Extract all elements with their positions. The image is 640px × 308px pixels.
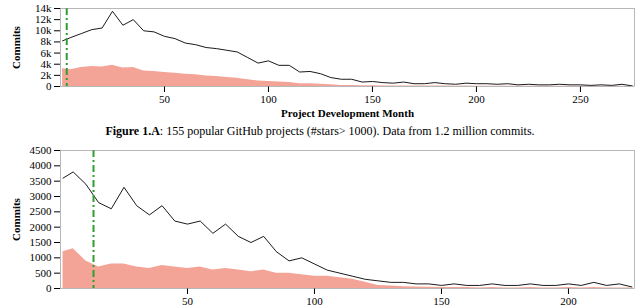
svg-text:Commits: Commits	[10, 25, 22, 68]
svg-text:10k: 10k	[35, 24, 52, 36]
svg-text:1000: 1000	[30, 251, 53, 263]
svg-text:Commits: Commits	[10, 197, 22, 240]
svg-text:150: 150	[364, 93, 381, 105]
svg-text:200: 200	[468, 93, 485, 105]
svg-text:3000: 3000	[30, 190, 53, 202]
svg-text:200: 200	[560, 295, 577, 307]
svg-text:50: 50	[159, 93, 171, 105]
svg-text:4k: 4k	[41, 58, 53, 70]
svg-text:2k: 2k	[41, 69, 53, 81]
svg-text:1500: 1500	[30, 236, 53, 248]
svg-text:2000: 2000	[30, 221, 53, 233]
svg-text:Project Development Month: Project Development Month	[281, 107, 414, 119]
svg-text:3500: 3500	[30, 175, 53, 187]
svg-text:100: 100	[260, 93, 277, 105]
svg-text:12k: 12k	[35, 13, 52, 25]
svg-text:14k: 14k	[35, 2, 52, 14]
svg-text:100: 100	[306, 295, 323, 307]
svg-text:0: 0	[46, 282, 52, 294]
svg-text:150: 150	[433, 295, 450, 307]
svg-text:8k: 8k	[41, 35, 53, 47]
svg-text:6k: 6k	[41, 47, 53, 59]
svg-text:4500: 4500	[30, 144, 53, 156]
html-text:Figure 1.A: 155 popular GitHub: Figure 1.A: 155 popular GitHub projects …	[105, 124, 535, 138]
svg-text:500: 500	[35, 267, 52, 279]
svg-text:250: 250	[572, 93, 589, 105]
svg-text:2500: 2500	[30, 205, 53, 217]
svg-text:4000: 4000	[30, 159, 53, 171]
svg-text:0: 0	[46, 80, 52, 92]
svg-text:50: 50	[182, 295, 194, 307]
